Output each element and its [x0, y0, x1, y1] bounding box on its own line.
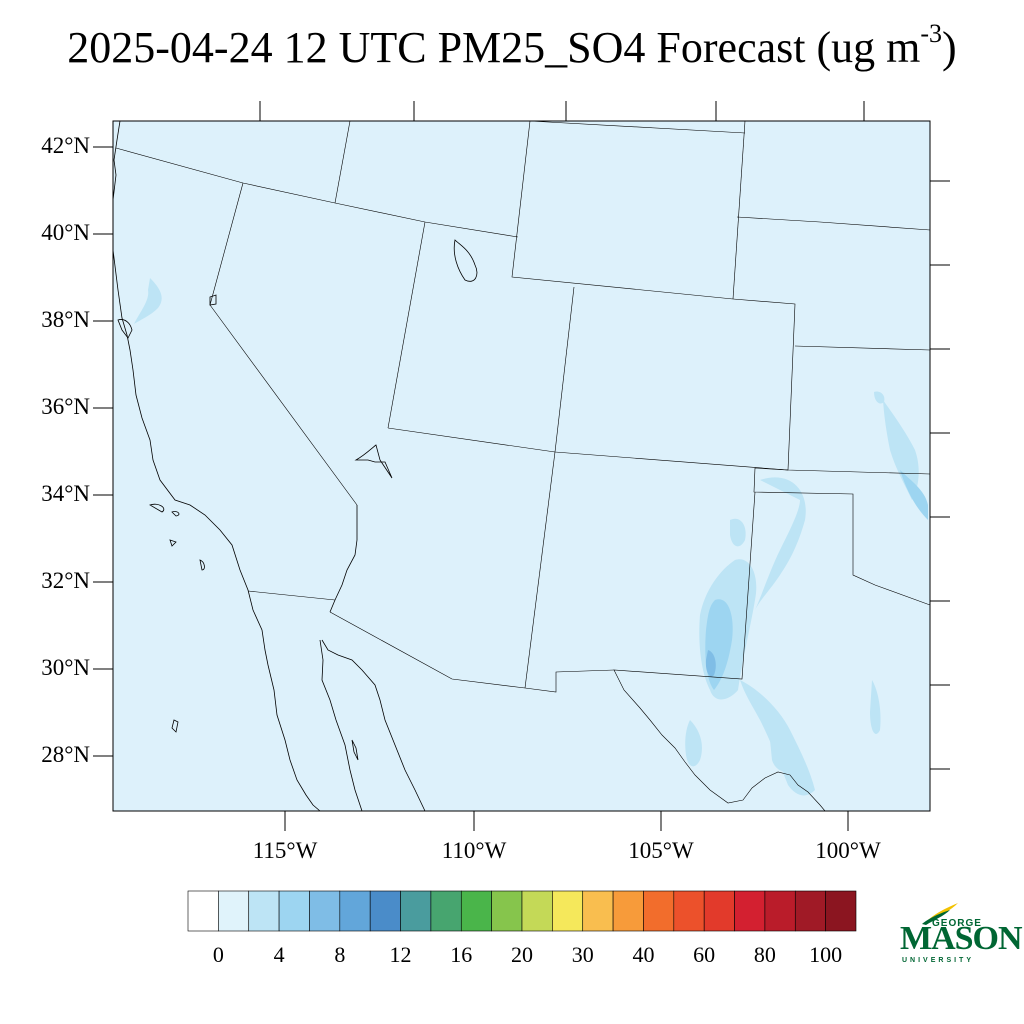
colorbar-label: 40	[632, 942, 655, 967]
colorbar	[187, 890, 857, 932]
title-superscript: -3	[920, 19, 943, 48]
bottom-ticks	[284, 811, 849, 831]
colorbar-label: 80	[753, 942, 776, 967]
lat-label: 36°N	[41, 394, 90, 419]
left-ticks	[93, 146, 113, 757]
map-field	[113, 121, 930, 811]
colorbar-swatch	[339, 890, 371, 932]
colorbar-label: 12	[389, 942, 412, 967]
colorbar-swatch	[218, 890, 250, 932]
map-frame	[112, 120, 931, 812]
lat-label: 34°N	[41, 481, 90, 506]
logo-leaf-icon	[922, 903, 958, 925]
colorbar-swatch	[643, 890, 675, 932]
colorbar-label: 0	[212, 942, 224, 967]
lon-label: 105°W	[628, 838, 694, 863]
colorbar-swatch	[309, 890, 341, 932]
top-ticks	[259, 101, 865, 121]
map-title: 2025-04-24 12 UTC PM25_SO4 Forecast (ug …	[0, 19, 1024, 73]
logo-george: GEORGE	[932, 918, 982, 929]
colorbar-swatch	[187, 890, 219, 932]
lon-label: 100°W	[815, 838, 881, 863]
lat-label: 38°N	[41, 307, 90, 332]
colorbar-label: 8	[334, 942, 346, 967]
colorbar-label: 100	[809, 942, 843, 967]
lat-label: 42°N	[41, 133, 90, 158]
colorbar-swatch	[278, 890, 310, 932]
colorbar-label: 16	[450, 942, 473, 967]
right-ticks	[930, 180, 950, 770]
colorbar-swatch	[612, 890, 644, 932]
logo-mason: MASON	[900, 920, 1023, 957]
colorbar-swatch	[673, 890, 705, 932]
colorbar-swatch	[248, 890, 280, 932]
logo-university: UNIVERSITY	[902, 957, 975, 964]
colorbar-swatch	[764, 890, 796, 932]
colorbar-label: 30	[571, 942, 594, 967]
lat-label: 30°N	[41, 655, 90, 680]
lon-label: 115°W	[252, 838, 318, 863]
colorbar-label: 4	[273, 942, 285, 967]
colorbar-swatch	[491, 890, 523, 932]
title-close: )	[942, 23, 957, 72]
colorbar-swatch	[400, 890, 432, 932]
colorbar-swatch	[582, 890, 614, 932]
colorbar-swatch	[369, 890, 401, 932]
colorbar-label: 20	[511, 942, 533, 967]
colorbar-label: 60	[693, 942, 716, 967]
colorbar-swatch	[703, 890, 735, 932]
lat-label: 28°N	[41, 742, 90, 767]
lat-label: 40°N	[41, 220, 90, 245]
colorbar-swatch	[734, 890, 766, 932]
lat-label: 32°N	[41, 568, 90, 593]
gmu-logo: GEORGE MASON UNIVERSITY	[896, 900, 1023, 970]
concentration-plumes	[134, 278, 928, 796]
colorbar-swatch	[521, 890, 553, 932]
colorbar-swatch	[552, 890, 584, 932]
colorbar-swatch	[794, 890, 826, 932]
title-main: 2025-04-24 12 UTC PM25_SO4 Forecast (ug …	[67, 23, 921, 72]
lon-label: 110°W	[441, 838, 507, 863]
colorbar-swatch	[430, 890, 462, 932]
colorbar-swatch	[460, 890, 492, 932]
colorbar-swatch	[825, 890, 857, 932]
coastlines	[112, 120, 478, 812]
